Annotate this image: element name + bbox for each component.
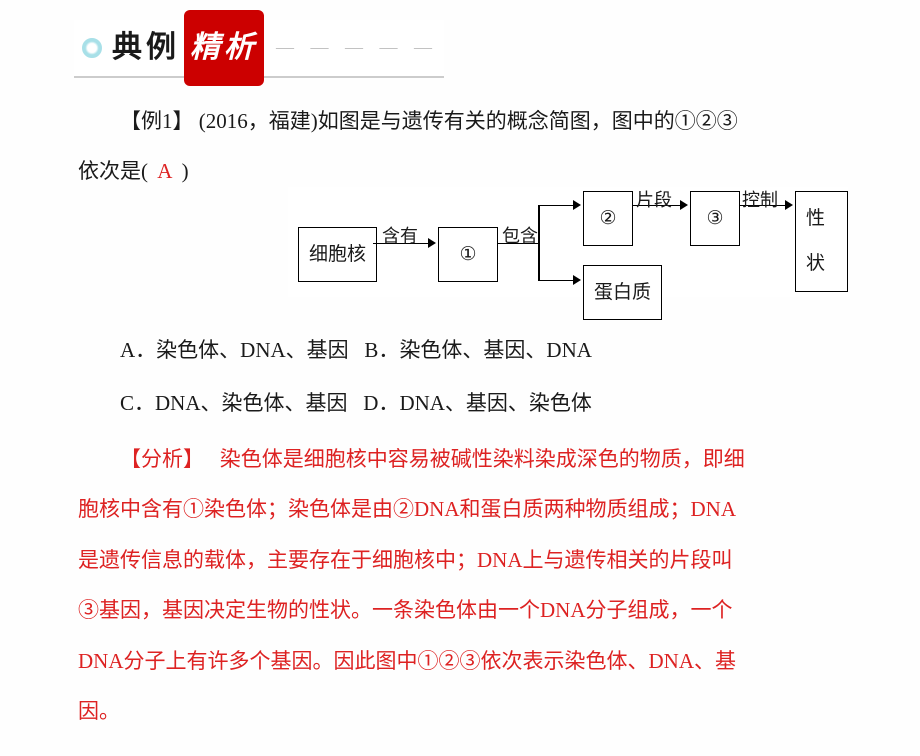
analysis-body-4: ③基因，基因决定生物的性状。一条染色体由一个DNA分子组成，一个	[78, 585, 842, 635]
arrow-icon	[428, 238, 436, 248]
section-header: 典例 精析 — — — — —	[74, 20, 444, 78]
diagram-canvas: 细胞核 含有 ① 包含 ② 片段 ③ 控制 性状	[288, 187, 848, 297]
option-a-text: 染色体、DNA、基因	[156, 338, 349, 362]
label-control: 控制	[742, 179, 778, 222]
header-dashes: — — — — —	[276, 26, 438, 69]
analysis-body-1: 染色体是细胞核中容易被碱性染料染成深色的物质，即细	[220, 447, 745, 471]
label-contains: 含有	[382, 215, 418, 258]
arrow-icon	[785, 200, 793, 210]
option-a-label: A．	[120, 338, 156, 362]
label-includes: 包含	[502, 215, 538, 258]
question-tail-bold: 中	[633, 109, 654, 133]
node-protein: 蛋白质	[583, 265, 662, 321]
edge	[538, 205, 540, 281]
analysis-block: 【分析】 染色体是细胞核中容易被碱性染料染成深色的物质，即细 胞核中含有①染色体…	[78, 434, 842, 736]
question-source-suffix: )如图是与遗传有关的概念简图，图	[311, 109, 633, 133]
header-black-text: 典例	[112, 12, 180, 84]
node-trait: 性状	[795, 191, 848, 292]
option-d-text: DNA、基因、染色体	[399, 391, 592, 415]
node-cell-nucleus: 细胞核	[298, 227, 377, 283]
label-fragment: 片段	[636, 179, 672, 222]
option-d-label: D．	[363, 391, 399, 415]
header-red-text: 精析	[184, 10, 264, 86]
option-c-label: C．	[120, 391, 155, 415]
node-2: ②	[583, 191, 633, 247]
question-source-bold: 福建	[269, 109, 311, 133]
question-source-prefix: (2016，	[199, 109, 269, 133]
analysis-label-text: 【分析】	[120, 447, 204, 471]
arrow-icon	[573, 275, 581, 285]
arrow-icon	[573, 200, 581, 210]
slide-container: 典例 精析 — — — — — 【例1】 (2016，福建)如图是与遗传有关的概…	[0, 0, 920, 756]
node-1: ①	[438, 227, 498, 283]
analysis-body-2: 胞核中含有①染色体；染色体是由②DNA和蛋白质两种物质组成；DNA	[78, 484, 842, 534]
options-row-2: C．DNA、染色体、基因 D．DNA、基因、染色体	[78, 378, 842, 428]
concept-diagram: 细胞核 含有 ① 包含 ② 片段 ③ 控制 性状	[288, 187, 848, 297]
example-label: 【例1】	[120, 109, 194, 133]
question-block: 【例1】 (2016，福建)如图是与遗传有关的概念简图，图中的①②③ 依次是( …	[78, 96, 842, 197]
option-b-text: 染色体、基因、DNA	[399, 338, 592, 362]
question-tail: 的①②③	[654, 109, 738, 133]
option-b-label: B．	[364, 338, 399, 362]
edge	[538, 205, 576, 207]
edge	[538, 280, 576, 282]
arrow-icon	[680, 200, 688, 210]
answer-letter: A	[157, 159, 172, 183]
bullet-icon	[82, 38, 102, 58]
analysis-line-1: 【分析】 染色体是细胞核中容易被碱性染料染成深色的物质，即细	[78, 434, 842, 484]
option-c-text: DNA、染色体、基因	[155, 391, 348, 415]
analysis-body-6: 因。	[78, 686, 842, 736]
question-line-1: 【例1】 (2016，福建)如图是与遗传有关的概念简图，图中的①②③	[78, 96, 842, 146]
line2-prefix: 依次是(	[78, 159, 148, 183]
analysis-body-5: DNA分子上有许多个基因。因此图中①②③依次表示染色体、DNA、基	[78, 636, 842, 686]
options-row-1: A．染色体、DNA、基因 B．染色体、基因、DNA	[78, 325, 842, 375]
line2-suffix: )	[182, 159, 189, 183]
analysis-body-3: 是遗传信息的载体，主要存在于细胞核中；DNA上与遗传相关的片段叫	[78, 535, 842, 585]
node-3: ③	[690, 191, 740, 247]
